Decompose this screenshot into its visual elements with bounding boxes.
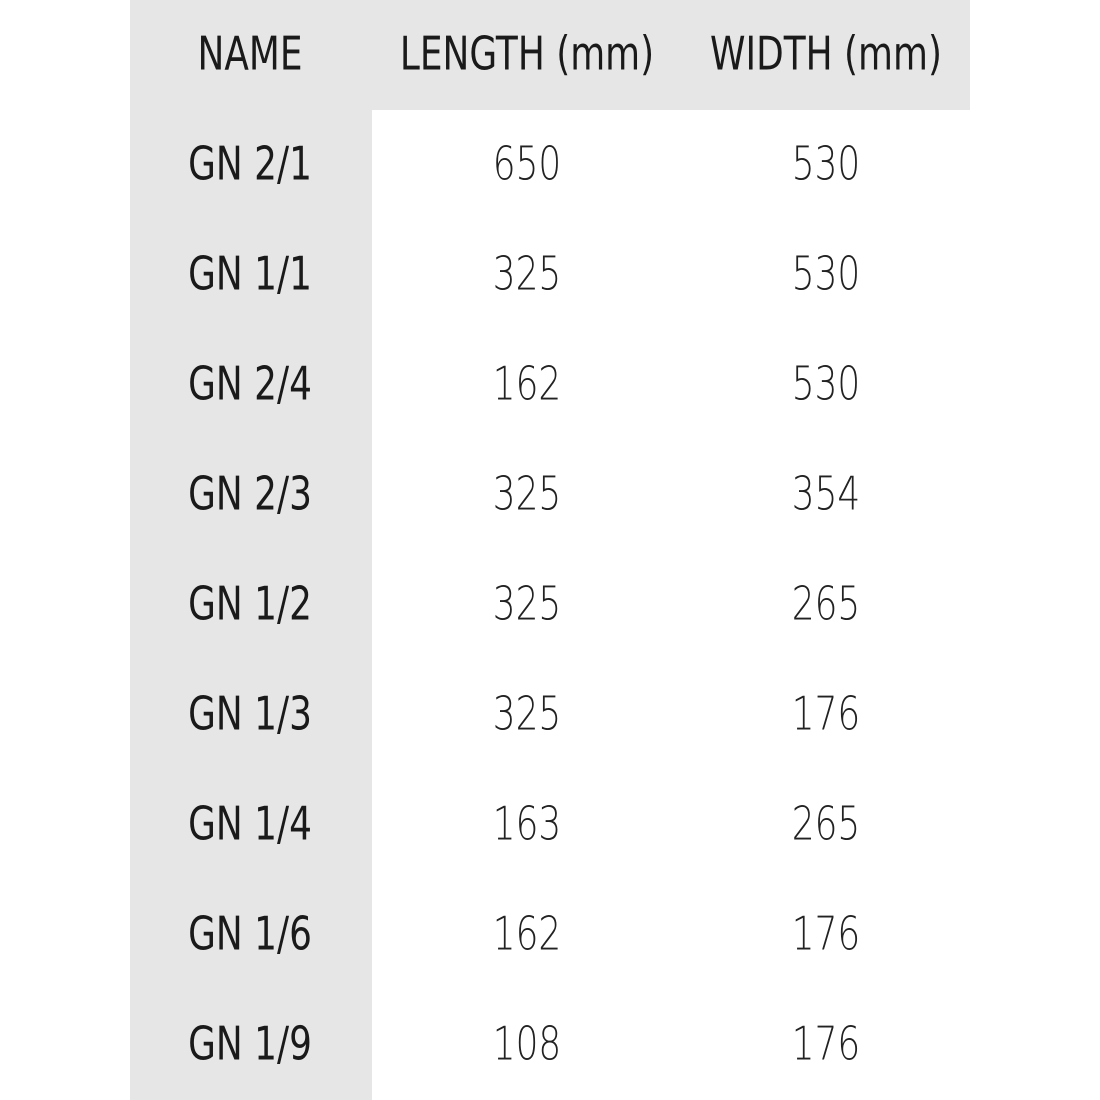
cell-value: 325	[493, 467, 561, 521]
row-name: GN 2/3	[188, 467, 312, 521]
cell-value: 176	[792, 907, 860, 961]
row-name: GN 1/4	[188, 797, 312, 851]
row-name: GN 1/2	[188, 577, 312, 631]
cell-value: 325	[493, 577, 561, 631]
cell-value: 530	[792, 357, 860, 411]
column-header: NAME	[197, 27, 302, 81]
cell-value: 162	[493, 907, 561, 961]
row-name: GN 1/3	[188, 687, 312, 741]
row-name: GN 1/9	[188, 1017, 312, 1071]
column-header: LENGTH (mm)	[400, 27, 654, 81]
cell-value: 325	[493, 247, 561, 301]
cell-value: 176	[792, 1017, 860, 1071]
cell-value: 176	[792, 687, 860, 741]
cell-value: 354	[792, 467, 860, 521]
cell-value: 325	[493, 687, 561, 741]
row-name: GN 2/1	[188, 137, 312, 191]
cell-value: 265	[792, 797, 860, 851]
cell-value: 162	[493, 357, 561, 411]
cell-value: 530	[792, 247, 860, 301]
cell-value: 163	[493, 797, 561, 851]
name-column-background	[130, 0, 372, 1100]
row-name: GN 1/6	[188, 907, 312, 961]
cell-value: 108	[493, 1017, 561, 1071]
cell-value: 530	[792, 137, 860, 191]
cell-value: 650	[493, 137, 561, 191]
row-name: GN 2/4	[188, 357, 312, 411]
cell-value: 265	[792, 577, 860, 631]
row-name: GN 1/1	[188, 247, 312, 301]
column-header: WIDTH (mm)	[710, 27, 942, 81]
